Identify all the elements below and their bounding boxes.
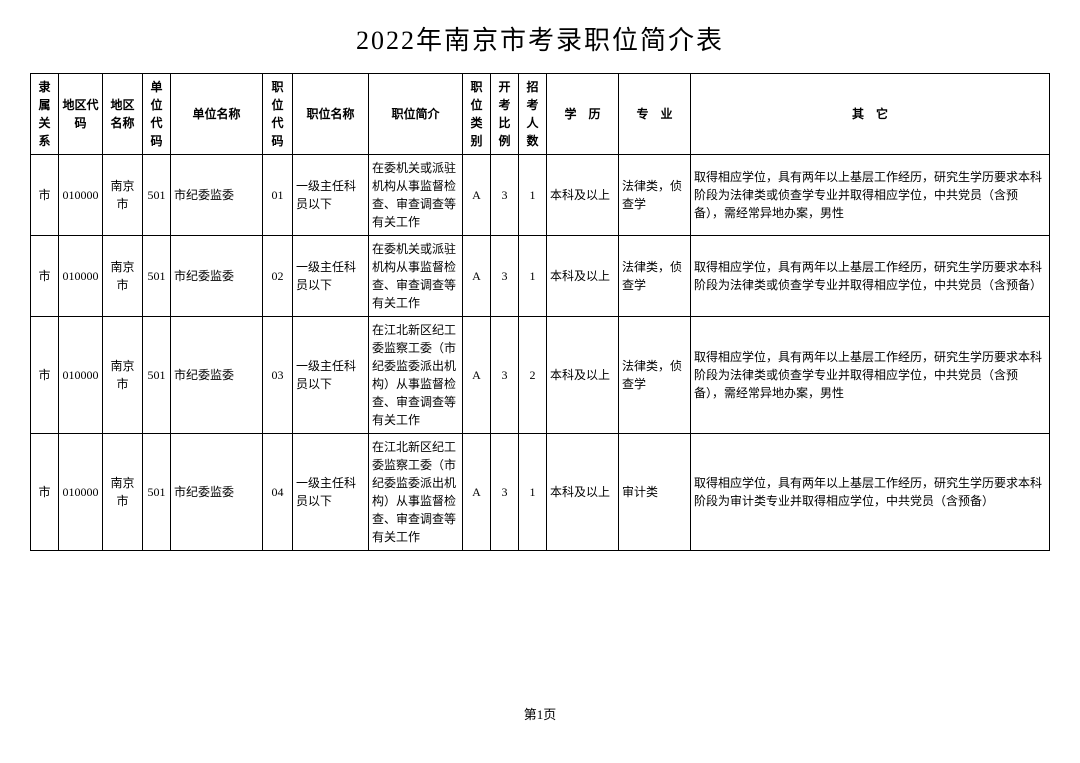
cell-edu: 本科及以上 bbox=[547, 155, 619, 236]
cell-pname: 一级主任科员以下 bbox=[293, 434, 369, 551]
cell-rel: 市 bbox=[31, 155, 59, 236]
cell-major: 法律类，侦查学 bbox=[619, 317, 691, 434]
cell-ucode: 501 bbox=[143, 236, 171, 317]
page-title: 2022年南京市考录职位简介表 bbox=[30, 20, 1050, 57]
cell-pcode: 02 bbox=[263, 236, 293, 317]
cell-acode: 010000 bbox=[59, 155, 103, 236]
cell-ucode: 501 bbox=[143, 434, 171, 551]
table-row: 市010000南京市501市纪委监委01一级主任科员以下在委机关或派驻机构从事监… bbox=[31, 155, 1050, 236]
cell-aname: 南京市 bbox=[103, 155, 143, 236]
cell-uname: 市纪委监委 bbox=[171, 155, 263, 236]
cell-other: 取得相应学位，具有两年以上基层工作经历，研究生学历要求本科阶段为法律类或侦查学专… bbox=[691, 155, 1050, 236]
col-major: 专 业 bbox=[619, 74, 691, 155]
col-edu: 学 历 bbox=[547, 74, 619, 155]
cell-aname: 南京市 bbox=[103, 317, 143, 434]
cell-count: 1 bbox=[519, 434, 547, 551]
cell-ptype: A bbox=[463, 317, 491, 434]
table-row: 市010000南京市501市纪委监委04一级主任科员以下在江北新区纪工委监察工委… bbox=[31, 434, 1050, 551]
cell-ucode: 501 bbox=[143, 317, 171, 434]
cell-ptype: A bbox=[463, 434, 491, 551]
cell-acode: 010000 bbox=[59, 317, 103, 434]
col-pcode: 职位代码 bbox=[263, 74, 293, 155]
col-aname: 地区名称 bbox=[103, 74, 143, 155]
col-ucode: 单位代码 bbox=[143, 74, 171, 155]
cell-major: 审计类 bbox=[619, 434, 691, 551]
cell-pdesc: 在江北新区纪工委监察工委（市纪委监委派出机构）从事监督检查、审查调查等有关工作 bbox=[369, 317, 463, 434]
cell-uname: 市纪委监委 bbox=[171, 317, 263, 434]
cell-edu: 本科及以上 bbox=[547, 434, 619, 551]
cell-count: 1 bbox=[519, 155, 547, 236]
table-row: 市010000南京市501市纪委监委03一级主任科员以下在江北新区纪工委监察工委… bbox=[31, 317, 1050, 434]
cell-acode: 010000 bbox=[59, 434, 103, 551]
cell-ratio: 3 bbox=[491, 236, 519, 317]
cell-pcode: 03 bbox=[263, 317, 293, 434]
cell-other: 取得相应学位，具有两年以上基层工作经历，研究生学历要求本科阶段为审计类专业并取得… bbox=[691, 434, 1050, 551]
cell-ratio: 3 bbox=[491, 434, 519, 551]
cell-pname: 一级主任科员以下 bbox=[293, 236, 369, 317]
cell-ptype: A bbox=[463, 236, 491, 317]
cell-major: 法律类，侦查学 bbox=[619, 236, 691, 317]
cell-pcode: 04 bbox=[263, 434, 293, 551]
cell-pcode: 01 bbox=[263, 155, 293, 236]
col-rel: 隶属关系 bbox=[31, 74, 59, 155]
cell-other: 取得相应学位，具有两年以上基层工作经历，研究生学历要求本科阶段为法律类或侦查学专… bbox=[691, 317, 1050, 434]
cell-ptype: A bbox=[463, 155, 491, 236]
cell-pname: 一级主任科员以下 bbox=[293, 317, 369, 434]
cell-edu: 本科及以上 bbox=[547, 236, 619, 317]
cell-pname: 一级主任科员以下 bbox=[293, 155, 369, 236]
cell-rel: 市 bbox=[31, 236, 59, 317]
cell-pdesc: 在江北新区纪工委监察工委（市纪委监委派出机构）从事监督检查、审查调查等有关工作 bbox=[369, 434, 463, 551]
cell-uname: 市纪委监委 bbox=[171, 434, 263, 551]
col-other: 其 它 bbox=[691, 74, 1050, 155]
page-footer: 第1页 bbox=[0, 704, 1080, 723]
cell-rel: 市 bbox=[31, 434, 59, 551]
cell-pdesc: 在委机关或派驻机构从事监督检查、审查调查等有关工作 bbox=[369, 236, 463, 317]
col-uname: 单位名称 bbox=[171, 74, 263, 155]
jobs-table: 隶属关系 地区代码 地区名称 单位代码 单位名称 职位代码 职位名称 职位简介 … bbox=[30, 73, 1050, 551]
table-row: 市010000南京市501市纪委监委02一级主任科员以下在委机关或派驻机构从事监… bbox=[31, 236, 1050, 317]
col-ratio: 开考比例 bbox=[491, 74, 519, 155]
col-acode: 地区代码 bbox=[59, 74, 103, 155]
col-pname: 职位名称 bbox=[293, 74, 369, 155]
cell-ucode: 501 bbox=[143, 155, 171, 236]
cell-ratio: 3 bbox=[491, 155, 519, 236]
cell-other: 取得相应学位，具有两年以上基层工作经历，研究生学历要求本科阶段为法律类或侦查学专… bbox=[691, 236, 1050, 317]
cell-count: 2 bbox=[519, 317, 547, 434]
col-ptype: 职位类别 bbox=[463, 74, 491, 155]
cell-count: 1 bbox=[519, 236, 547, 317]
cell-aname: 南京市 bbox=[103, 434, 143, 551]
cell-rel: 市 bbox=[31, 317, 59, 434]
cell-major: 法律类，侦查学 bbox=[619, 155, 691, 236]
col-count: 招考人数 bbox=[519, 74, 547, 155]
cell-aname: 南京市 bbox=[103, 236, 143, 317]
cell-ratio: 3 bbox=[491, 317, 519, 434]
cell-edu: 本科及以上 bbox=[547, 317, 619, 434]
cell-pdesc: 在委机关或派驻机构从事监督检查、审查调查等有关工作 bbox=[369, 155, 463, 236]
cell-uname: 市纪委监委 bbox=[171, 236, 263, 317]
cell-acode: 010000 bbox=[59, 236, 103, 317]
table-header-row: 隶属关系 地区代码 地区名称 单位代码 单位名称 职位代码 职位名称 职位简介 … bbox=[31, 74, 1050, 155]
col-pdesc: 职位简介 bbox=[369, 74, 463, 155]
